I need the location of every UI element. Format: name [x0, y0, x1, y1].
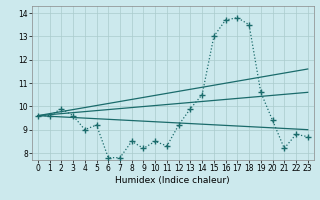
X-axis label: Humidex (Indice chaleur): Humidex (Indice chaleur) — [116, 176, 230, 185]
